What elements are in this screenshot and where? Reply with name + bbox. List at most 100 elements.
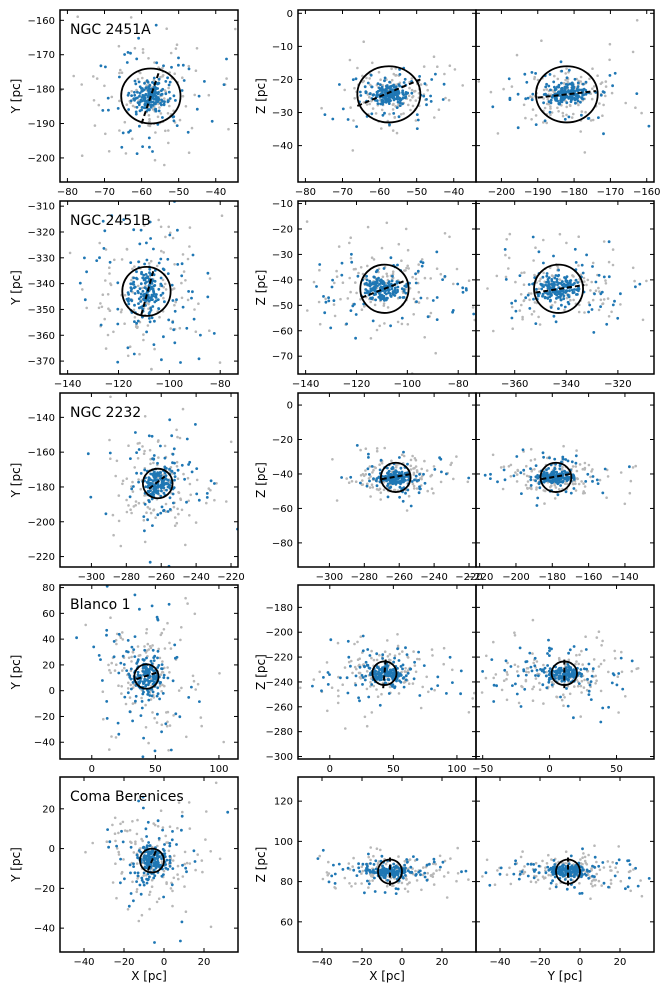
member-star-point [562, 282, 566, 286]
member-star-point [322, 676, 325, 679]
background-star-point [167, 849, 171, 853]
member-star-point [545, 272, 549, 275]
background-star-point [164, 502, 168, 506]
member-star-point [548, 110, 552, 114]
member-star-point [186, 130, 190, 134]
background-star-point [149, 698, 153, 701]
member-star-point [422, 472, 425, 476]
background-star-point [570, 116, 574, 119]
background-star-point [181, 875, 185, 878]
background-star-point [420, 258, 424, 261]
member-star-point [607, 275, 611, 279]
member-star-point [160, 663, 164, 666]
member-star-point [565, 479, 569, 482]
member-star-point [615, 683, 619, 687]
member-star-point [398, 456, 401, 459]
member-star-point [377, 671, 381, 674]
background-star-point [583, 280, 586, 283]
member-star-point [545, 686, 549, 690]
background-star-point [104, 132, 107, 136]
background-star-point [575, 469, 579, 473]
member-star-point [149, 489, 152, 492]
member-star-point [549, 101, 553, 105]
background-star-point [524, 483, 528, 487]
member-star-point [569, 667, 573, 671]
background-star-point [583, 311, 586, 314]
background-star-point [173, 303, 176, 307]
member-star-point [422, 664, 426, 667]
background-star-point [173, 263, 176, 266]
member-star-point [599, 305, 602, 308]
panel-1-0: −140 −120 −100 −80−310−320−330−340−350−360−… [9, 200, 239, 390]
member-star-point [566, 86, 569, 89]
member-star-point [555, 293, 559, 297]
background-star-point [151, 108, 155, 111]
member-star-point [397, 83, 401, 86]
background-star-point [494, 673, 498, 676]
member-star-point [547, 669, 551, 673]
member-star-point [514, 682, 517, 686]
background-star-point [188, 226, 192, 229]
member-star-point [573, 90, 577, 93]
member-star-point [157, 261, 161, 265]
member-star-point [160, 284, 164, 288]
member-star-point [143, 286, 147, 289]
member-star-point [388, 486, 391, 490]
member-star-point [137, 849, 141, 852]
member-star-point [154, 23, 158, 27]
member-star-point [376, 279, 379, 282]
member-star-point [436, 684, 440, 687]
background-star-point [412, 297, 416, 301]
background-star-point [115, 459, 119, 463]
background-star-point [129, 683, 132, 687]
member-star-point [381, 113, 385, 117]
member-star-point [129, 845, 133, 849]
member-star-point [125, 650, 128, 653]
y-tick-label: −370 [28, 357, 55, 368]
background-star-point [414, 99, 418, 102]
cluster-radius-circle [539, 461, 573, 493]
background-star-point [391, 103, 395, 107]
background-star-point [150, 878, 154, 882]
member-star-point [613, 299, 616, 303]
member-star-point [177, 63, 180, 67]
background-star-point [325, 661, 329, 664]
background-star-point [577, 235, 580, 238]
background-star-point [575, 477, 579, 480]
background-star-point [413, 664, 417, 667]
background-star-point [181, 253, 185, 256]
member-star-point [566, 83, 570, 86]
member-star-point [117, 671, 121, 675]
member-star-point [142, 880, 145, 884]
member-star-point [559, 484, 562, 487]
background-star-point [144, 726, 148, 729]
background-star-point [100, 305, 104, 309]
member-star-point [568, 476, 571, 479]
cluster-radius-circle [359, 263, 410, 314]
member-star-point [570, 288, 574, 292]
background-star-point [370, 656, 373, 660]
background-star-point [176, 435, 179, 439]
background-star-point [404, 269, 407, 272]
member-star-point [157, 664, 161, 667]
background-star-point [553, 497, 557, 500]
background-star-point [167, 141, 170, 145]
member-star-point [148, 560, 152, 564]
member-star-point [132, 228, 136, 232]
y-tick-label: −360 [28, 331, 55, 342]
member-star-point [127, 108, 130, 111]
member-star-point [561, 472, 565, 476]
y-tick-label: −260 [266, 702, 293, 713]
member-star-point [565, 101, 569, 105]
background-star-point [195, 47, 199, 50]
background-star-point [546, 456, 549, 460]
background-star-point [426, 296, 429, 300]
member-star-point [377, 86, 381, 90]
background-star-point [412, 313, 416, 316]
member-star-point [481, 670, 484, 673]
background-star-point [558, 232, 562, 236]
member-star-point [621, 687, 625, 691]
background-star-point [127, 504, 130, 507]
background-star-point [415, 469, 419, 472]
member-star-point [170, 434, 174, 438]
